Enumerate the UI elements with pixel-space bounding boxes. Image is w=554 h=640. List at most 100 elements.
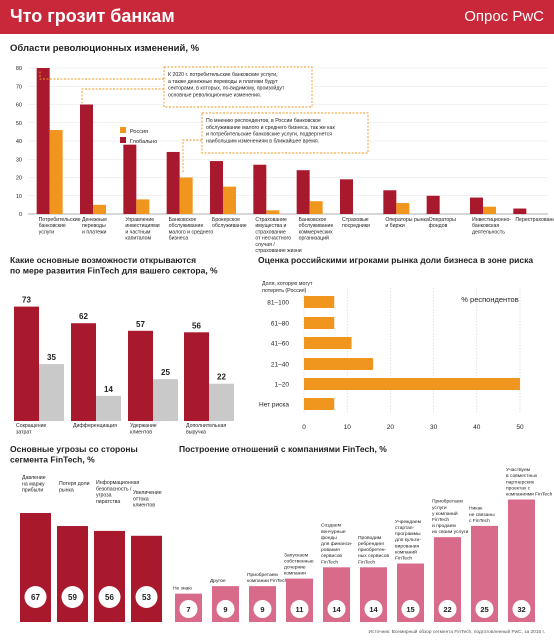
chart5-category-label: рования [321, 548, 340, 553]
chart2-category-label: затрат [16, 429, 32, 435]
chart1-legend-russia: Россия [130, 129, 148, 135]
chart4-value-label: 56 [105, 593, 114, 602]
chart1-callout-text: а также денежные переводы и платежи буду… [168, 79, 279, 85]
chart2-bar-secondary [153, 379, 178, 421]
chart5-category-label: и продаем [432, 524, 456, 529]
chart5-value-label: 15 [406, 605, 414, 614]
chart1-bar-global [383, 190, 397, 214]
chart5-category-label: для финанси- [321, 541, 353, 547]
chart5-category-label: венчурные [321, 530, 346, 535]
chart5-category-label: собственные [284, 558, 314, 564]
chart2-bar-primary [128, 330, 153, 421]
chart1-category-label: случая / [255, 242, 275, 248]
chart1-bar-russia [179, 177, 193, 214]
chart1-ytick-label: 40 [16, 139, 22, 145]
chart4-title: Основные угрозы со стороны [10, 444, 138, 454]
chart4-category-label: Информационная [96, 480, 139, 486]
chart2-title: Какие основные возможности открываются [10, 255, 196, 265]
chart3-xtick-label: 30 [430, 424, 438, 431]
chart1-ytick-label: 10 [16, 194, 22, 200]
source-note: Источник: Всемирный обзор сегмента FinTe… [369, 628, 545, 635]
chart1-callout-text: и потребительские банковские услуги, под… [206, 132, 332, 138]
chart1-category-label: Операторы рынка [385, 217, 429, 223]
chart1-bar-global [80, 104, 93, 214]
chart5-category-label: не связаны [469, 513, 495, 518]
chart1-legend-swatch-russia [120, 127, 126, 133]
chart1-category-label: Страхование [255, 217, 287, 223]
chart4-category-label: рынка [59, 487, 74, 493]
chart5-category-label: компаний [395, 548, 417, 555]
chart4-bar [131, 535, 162, 622]
chart5-category-label: Участвуем [506, 467, 531, 473]
chart1-category-label: бизнеса [169, 236, 189, 242]
chart2-value-label: 22 [217, 373, 226, 382]
chart1-bar-global [296, 170, 310, 214]
chart5-value-circle [179, 600, 198, 618]
chart5-value-label: 14 [369, 605, 378, 614]
chart2-category-label: Удержание [130, 423, 157, 429]
chart4-category-label: угроза [96, 493, 112, 499]
chart3-category-label: 41–60 [271, 341, 289, 348]
chart4-value-label: 67 [31, 593, 40, 602]
chart5-category-label: в совместных [506, 474, 538, 479]
chart4-value-label: 53 [142, 593, 151, 602]
chart2-bar-secondary [209, 383, 234, 421]
header-bar: Что грозит банкам Опрос PwC [0, 0, 554, 34]
chart5-category-label: Запускаем [284, 552, 309, 558]
chart5-value-label: 11 [296, 605, 304, 614]
chart5-category-label: дочерние [284, 565, 306, 570]
chart1-callout-line [182, 139, 202, 172]
chart5-category-label: для культи- [395, 538, 421, 543]
chart1-category-label: Управление [125, 217, 154, 223]
chart3-y-caption: Доля, которую могут [262, 281, 313, 287]
chart1-bar-russia [396, 203, 410, 214]
chart2-value-label: 56 [192, 321, 201, 330]
chart4-value-circle [98, 586, 121, 608]
chart5-category-label: FinTech [432, 517, 449, 523]
chart2-value-label: 62 [79, 312, 88, 321]
chart1-category-label: банковская [472, 223, 499, 229]
chart4-category-label: Потеря доли [59, 481, 90, 487]
chart5-category-label: их своим услуги [432, 530, 469, 535]
chart1-category-label: Перестрахование [515, 217, 554, 223]
chart1-category-label: капиталом [125, 236, 151, 242]
chart1-category-label: деятельность [472, 229, 505, 235]
chart1-bar-russia [266, 210, 280, 214]
chart1-legend-global: Глобально [130, 139, 157, 145]
chart5-category-label: стартап- [395, 526, 415, 531]
chart3-xtick-label: 50 [516, 424, 524, 431]
chart2-category-label: выручка [186, 429, 206, 435]
chart5-title: Построение отношений с компаниями FinTec… [179, 444, 387, 454]
chart1-bar-global [470, 197, 483, 214]
chart2-bar-secondary [96, 395, 121, 421]
chart1-bar-global [166, 151, 180, 214]
chart1-bar-global [513, 208, 527, 214]
chart2-category-label: Дополнительная [186, 423, 226, 429]
chart4-value-circle [135, 586, 158, 608]
chart1-category-label: обслуживание [299, 223, 334, 229]
chart1-category-label: переводы [82, 223, 106, 229]
chart1-category-label: Банковское [299, 217, 327, 223]
chart1-category-label: малого и среднего [169, 229, 214, 235]
chart1-category-label: посредники [342, 223, 370, 229]
chart1-category-label: и платежи [82, 229, 107, 235]
chart5-value-circle [401, 600, 420, 618]
chart1-category-label: страхование жизни [255, 248, 301, 254]
chart3-title: Оценка российскими игроками рынка доли б… [258, 255, 533, 265]
chart5-value-label: 22 [443, 605, 451, 614]
chart1-ytick-label: 0 [19, 212, 22, 218]
chart1-ytick-label: 30 [16, 157, 22, 163]
chart1-bar-global [123, 144, 137, 214]
chart1-callout-box [201, 112, 369, 154]
chart2-bar-primary [71, 323, 96, 421]
chart3-category-label: 61–80 [271, 321, 289, 328]
chart1-category-label: Банковское [169, 217, 197, 223]
chart1-legend-swatch-global [120, 137, 126, 143]
chart5-value-label: 32 [517, 605, 525, 614]
chart5-category-label: компании [284, 572, 306, 577]
chart3-xtick-label: 10 [344, 424, 352, 431]
chart5-value-label: 9 [260, 605, 264, 614]
chart5-value-circle [327, 600, 346, 618]
chart3-category-label: Нет риска [259, 402, 289, 409]
chart4-bar [94, 530, 125, 622]
